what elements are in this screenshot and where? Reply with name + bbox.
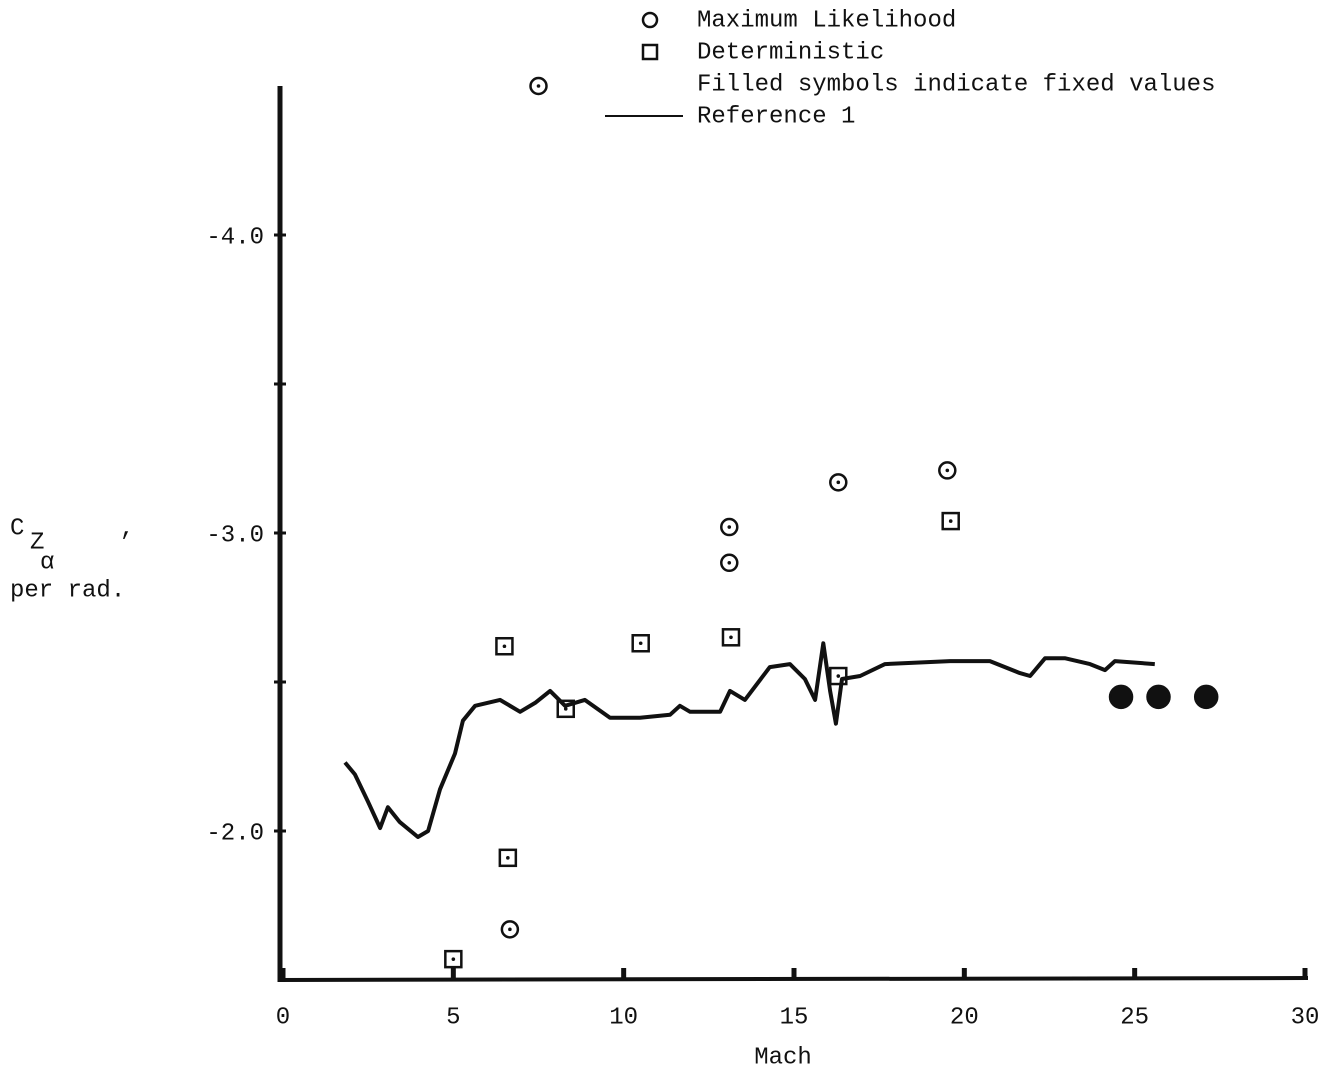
y-axis-symbol: C — [10, 515, 24, 542]
x-tick-label: 5 — [446, 1004, 460, 1031]
point-dot — [451, 957, 456, 961]
point-dot — [836, 674, 841, 678]
x-tick-label: 20 — [950, 1004, 979, 1031]
x-tick-label: 0 — [276, 1004, 290, 1031]
y-axis-subsubscript: α — [40, 549, 54, 576]
y-tick-label: -2.0 — [206, 820, 264, 847]
fixed-point — [1193, 684, 1219, 710]
x-tick-label: 30 — [1291, 1004, 1320, 1031]
legend-note: Filled symbols indicate fixed values — [697, 71, 1215, 98]
fixed-point — [1108, 684, 1134, 710]
point-dot — [727, 525, 732, 529]
y-axis-unit: per rad. — [10, 577, 125, 604]
x-tick-label: 10 — [609, 1004, 638, 1031]
point-dot — [502, 644, 507, 649]
y-axis-subscript: Z — [30, 529, 44, 556]
legend-label: Maximum Likelihood — [697, 7, 956, 34]
point-dot — [727, 561, 732, 565]
x-axis-label: Mach — [754, 1044, 812, 1071]
point-dot — [508, 927, 512, 932]
point-dot — [945, 468, 950, 473]
y-tick-label: -4.0 — [206, 224, 264, 251]
x-tick-label: 15 — [780, 1004, 809, 1031]
point-dot — [536, 84, 541, 88]
y-axis-mark: , — [120, 515, 134, 542]
x-tick-label: 25 — [1120, 1004, 1149, 1031]
legend-label: Reference 1 — [697, 103, 855, 130]
point-dot — [563, 707, 568, 711]
legend-marker — [641, 11, 659, 29]
point-dot — [506, 856, 510, 860]
point-dot — [948, 519, 953, 523]
legend-label: Deterministic — [697, 39, 884, 66]
reference-line — [343, 641, 1155, 839]
fixed-point — [1146, 684, 1171, 710]
legend-marker — [641, 43, 659, 61]
point-dot — [836, 480, 841, 485]
point-dot — [729, 635, 733, 640]
point-dot — [638, 641, 643, 646]
y-tick-label: -3.0 — [206, 522, 264, 549]
